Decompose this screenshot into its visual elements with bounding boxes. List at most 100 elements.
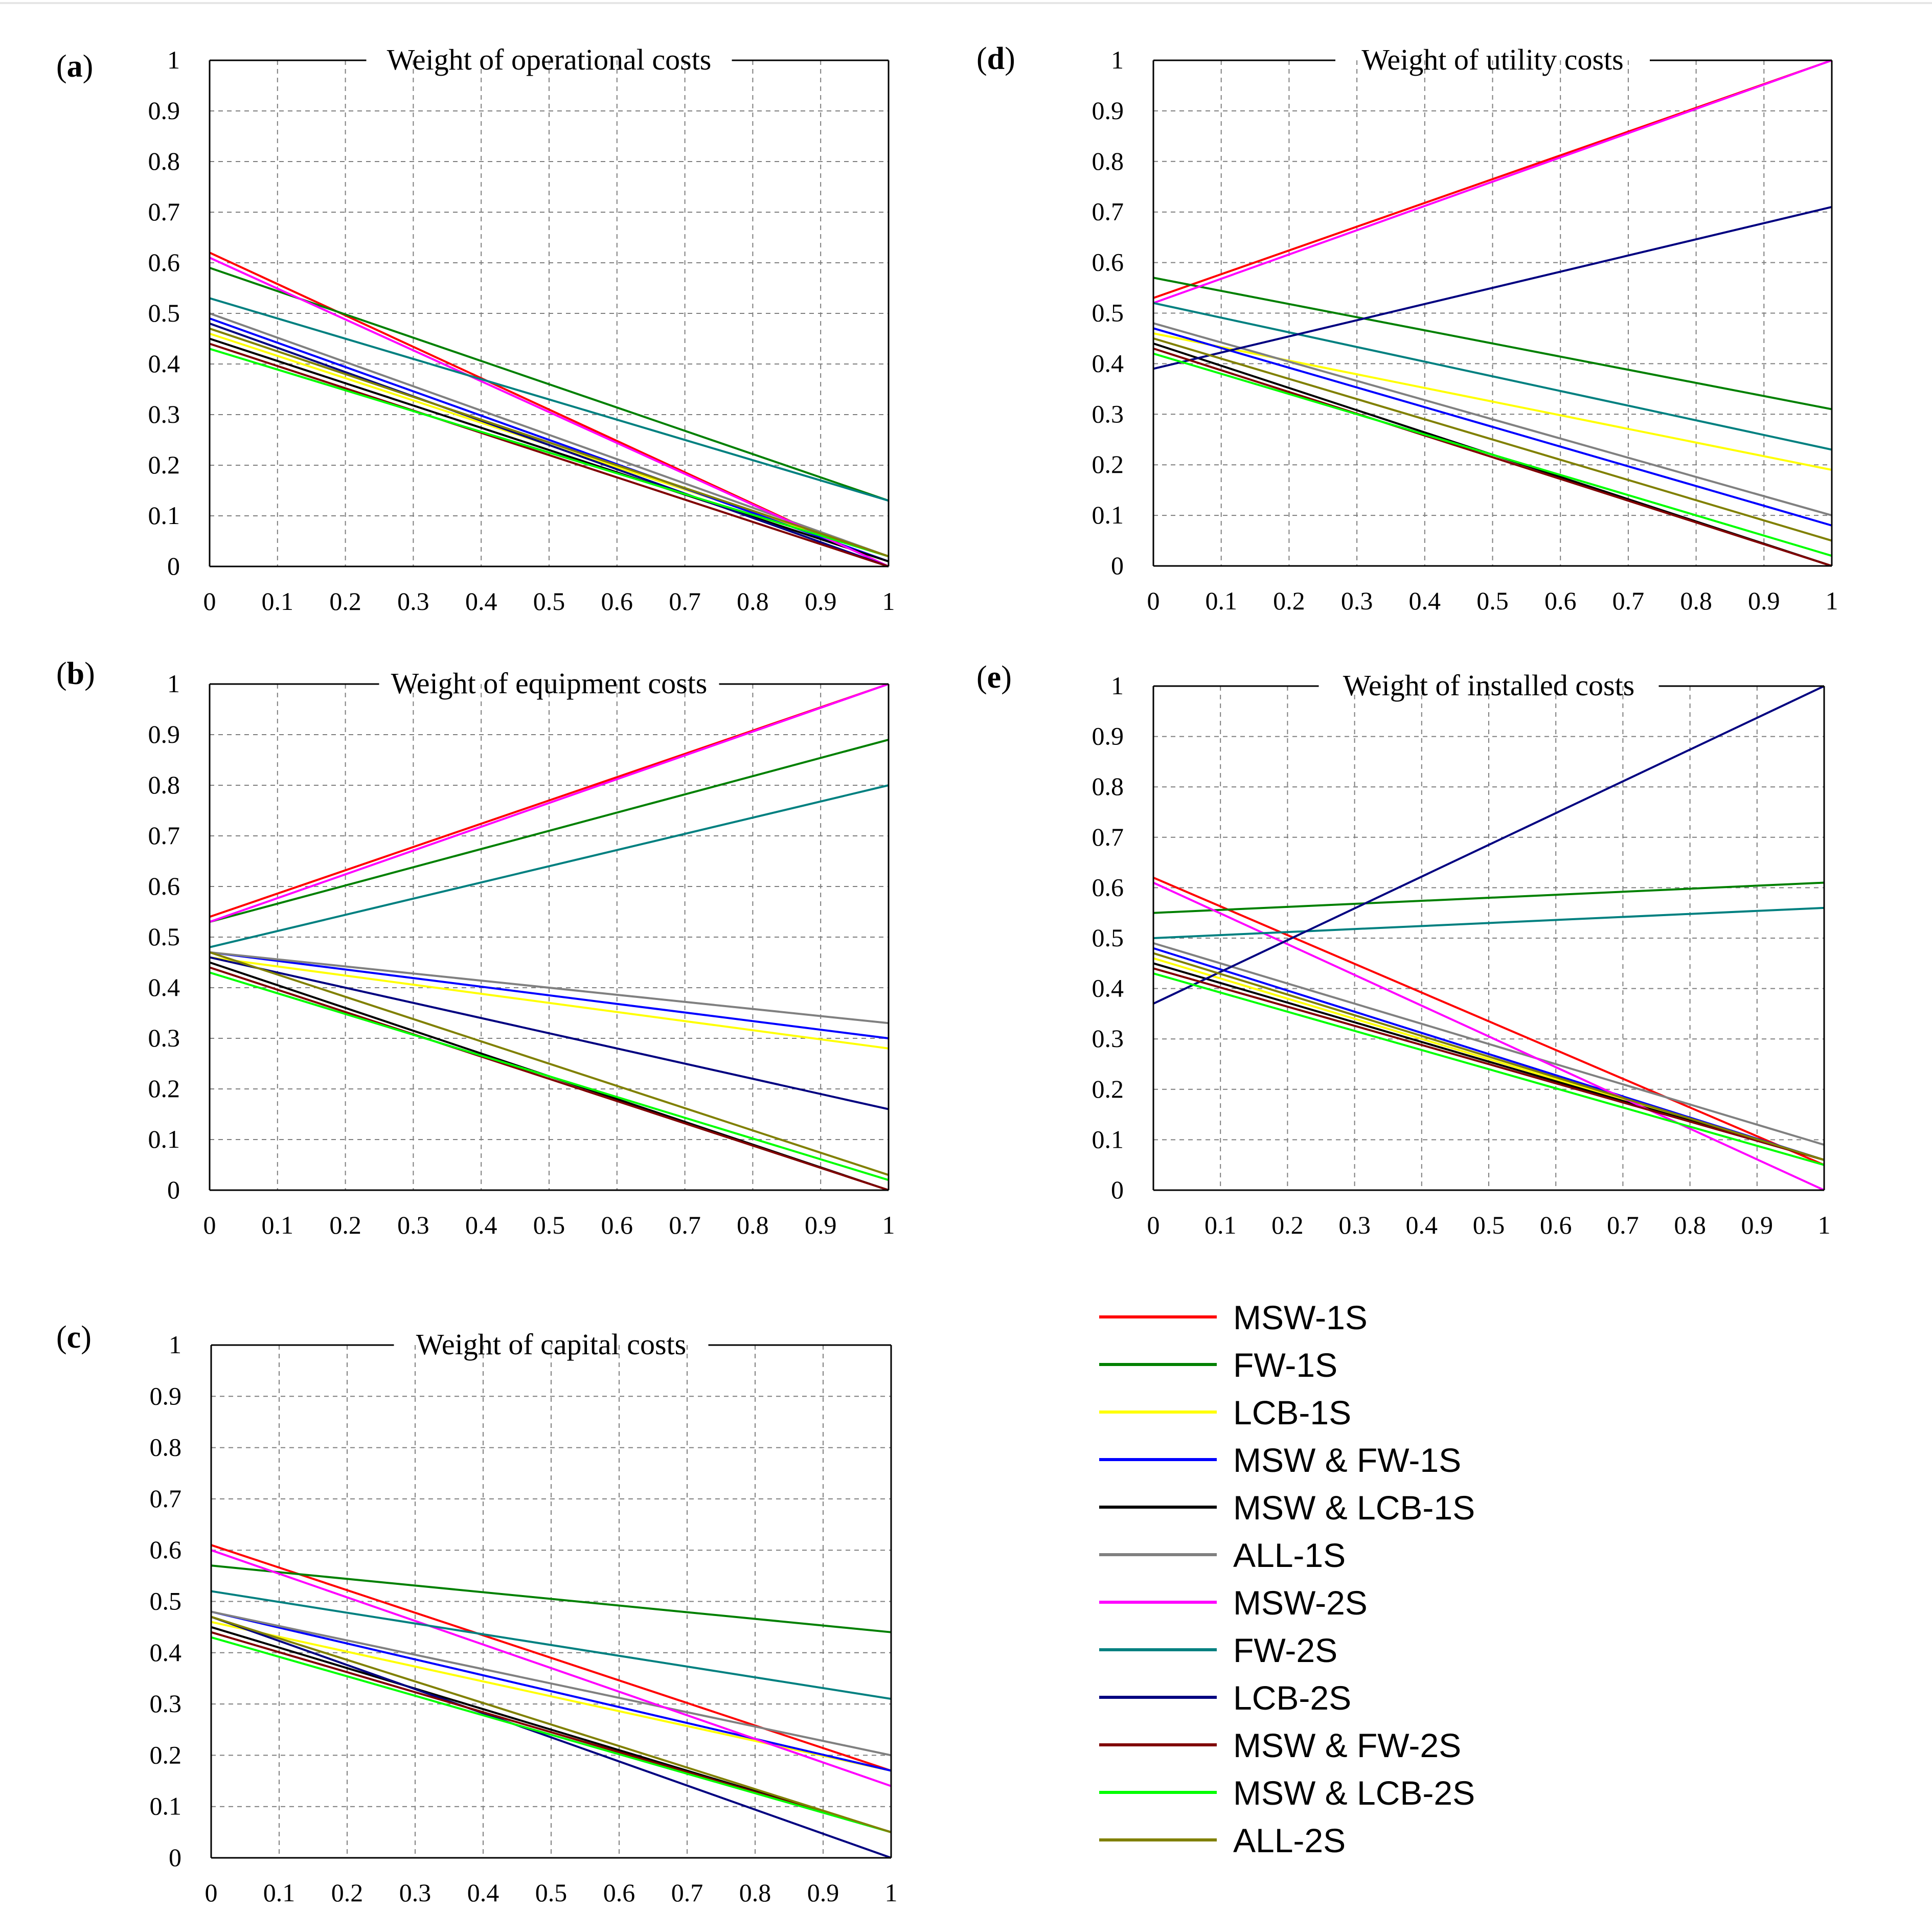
panel-label: (c) [56,1320,92,1355]
x-tick-label: 0.8 [1680,586,1712,615]
legend-item-msw-fw-1s: MSW & FW-1S [1099,1441,1461,1479]
x-tick-label: 0.2 [329,1211,361,1239]
x-tick-label: 0.4 [1406,1211,1438,1239]
x-tick-label: 0.5 [533,587,565,616]
y-tick-label: 0.4 [148,973,180,1002]
series-line-all-1s [1153,942,1825,1146]
y-tick-label: 1 [1111,46,1124,74]
chart-panel-c: Weight of capital costs 0 0.1 0.2 0.3 0.4 0.5 0… [56,1320,898,1907]
x-tick-label: 0.8 [737,1211,769,1239]
series-line-fw-2s [209,297,889,502]
series-line-fw-2s [1153,302,1832,451]
x-tick-label: 0.9 [805,1211,837,1239]
series-line-msw-2s [211,1549,892,1787]
series-line-all-2s [1153,952,1825,1161]
y-tick-label: 0.6 [148,248,180,277]
legend: MSW-1S FW-1S LCB-1S MSW & FW-1S MSW & LCB-1S… [1099,1299,1475,1859]
x-tick-label: 0.2 [329,587,361,616]
y-tick-label: 0 [167,552,180,580]
x-tick-label: 0.1 [1205,586,1237,615]
legend-item-lcb-1s: LCB-1S [1099,1394,1351,1431]
series-line-msw-1s [1153,876,1825,1166]
y-tick-label: 0.1 [1092,1125,1124,1153]
y-tick-label: 0.4 [148,349,180,378]
x-tick-label: 0.7 [671,1878,703,1907]
y-tick-label: 0.2 [150,1740,182,1769]
series-line-msw-lcb-2s [211,1636,892,1833]
panel-label: (d) [976,41,1015,76]
panel-label: (a) [56,49,93,84]
x-tick-label: 0 [203,1211,216,1239]
y-tick-label: 0.2 [148,450,180,479]
chart-title: Weight of utility costs [1361,43,1623,76]
x-tick-label: 0.3 [399,1878,431,1907]
legend-item-lcb-2s: LCB-2S [1099,1679,1351,1717]
y-tick-label: 0.7 [1092,197,1124,226]
series-line-lcb-2s [211,1616,892,1859]
legend-item-msw-lcb-1s: MSW & LCB-1S [1099,1489,1475,1527]
legend-label: MSW & FW-2S [1233,1726,1461,1764]
x-tick-label: 0.7 [669,587,701,616]
series-line-msw-2s [209,683,889,923]
x-tick-label: 0 [205,1878,218,1907]
x-tick-label: 0.5 [1473,1211,1505,1239]
y-tick-label: 0.8 [148,147,180,175]
y-tick-label: 0.2 [1092,1075,1124,1103]
grid-a [210,60,889,566]
y-tick-label: 0.9 [150,1381,182,1410]
legend-label: FW-2S [1233,1631,1337,1669]
x-tick-label: 1 [882,1211,895,1239]
legend-item-all-2s: ALL-2S [1099,1822,1346,1859]
y-tick-label: 1 [167,669,180,698]
legend-label: ALL-2S [1233,1822,1346,1859]
grid-c [211,1345,891,1858]
y-tick-label: 0.2 [1092,450,1124,479]
series-line-all-2s [1153,337,1832,542]
y-tick-label: 0.9 [1092,722,1124,750]
series-line-lcb-1s [1153,332,1832,471]
y-tick-label: 0.3 [148,1023,180,1052]
x-tick-label: 0.5 [533,1211,565,1239]
x-tick-label: 0.4 [465,587,497,616]
x-tick-label: 0.9 [807,1878,839,1907]
y-tick-label: 0.5 [1092,299,1124,327]
chart-title: Weight of capital costs [416,1328,686,1361]
x-tick-label: 0.3 [1341,586,1373,615]
series-line-msw-lcb-1s [209,337,889,563]
x-tick-label: 0.2 [1273,586,1305,615]
legend-item-all-1s: ALL-1S [1099,1536,1346,1574]
y-tick-label: 0.6 [1092,248,1124,277]
x-tick-label: 1 [1826,586,1838,615]
panels: Weight of operational costs 0 0.1 0.2 0.3 0.4… [56,41,1838,1907]
y-tick-label: 0.8 [150,1433,182,1462]
legend-label: MSW & LCB-2S [1233,1774,1475,1812]
series-line-fw-2s [1153,906,1825,939]
x-tick-label: 0.8 [737,587,769,616]
y-tick-label: 0 [167,1175,180,1204]
x-tick-label: 0.7 [669,1211,701,1239]
y-tick-label: 0.3 [148,400,180,428]
y-tick-label: 0.8 [148,770,180,799]
x-tick-label: 0.2 [331,1878,363,1907]
series-lines-d [1153,59,1832,567]
series-line-lcb-1s [209,956,889,1050]
chart-panel-b: Weight of equipment costs 0 0.1 0.2 0.3 0.4 0.… [56,656,895,1239]
legend-item-msw-2s: MSW-2S [1099,1584,1368,1622]
y-tick-label: 0.1 [1092,500,1124,529]
y-tick-label: 0.1 [148,501,180,530]
y-tick-label: 0.4 [150,1638,182,1667]
x-tick-label: 0.1 [263,1878,296,1907]
series-line-msw-2s [1153,59,1832,304]
y-tick-label: 0.6 [148,872,180,900]
y-tick-label: 0.3 [1092,1024,1124,1053]
y-tick-label: 0.4 [1092,349,1124,377]
y-tick-label: 0 [1111,551,1124,580]
series-line-msw-2s [1153,881,1825,1191]
legend-label: LCB-2S [1233,1679,1351,1717]
y-tick-label: 0.3 [150,1689,182,1718]
x-tick-label: 0.3 [397,587,429,616]
x-tick-label: 0.1 [262,1211,294,1239]
grid-b [210,684,889,1190]
x-tick-label: 0.6 [603,1878,635,1907]
